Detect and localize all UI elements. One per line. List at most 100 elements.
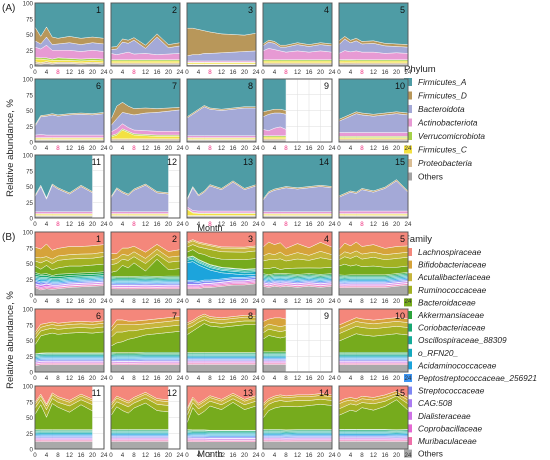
area-firmicutes-a: [262, 78, 287, 113]
x-tick-label: 24: [101, 298, 108, 305]
subplot-a-4: 40 4 8 12 16 20 24: [261, 2, 336, 76]
subplot-b-11: 11 0 25 50 75 100 0 4 8 12 16 20 24: [23, 384, 108, 460]
x-tick-label: 4: [273, 145, 277, 152]
y-tick-label: 50: [26, 184, 33, 191]
x-tick-label: 8: [208, 375, 212, 382]
x-tick-label: 8: [284, 375, 288, 382]
x-tick-label: 16: [230, 145, 237, 152]
subplot-a-8: 80 4 8 12 16 20 24: [185, 78, 260, 152]
x-tick-label: 12: [370, 298, 377, 305]
area-bacteroidaceae: [262, 267, 333, 276]
x-tick-label: 0: [33, 145, 37, 152]
area-actinobacteriota: [34, 211, 93, 214]
subplot-id-label: 2: [172, 234, 177, 244]
x-tick-label: 24: [177, 221, 184, 228]
x-tick-label: 0: [109, 69, 113, 76]
x-tick-label: 16: [154, 69, 161, 76]
legend-item-others: Others: [404, 172, 443, 182]
area-others: [262, 364, 287, 373]
subplot-id-label: 11: [92, 388, 101, 398]
subplot-b-2: 20 4 8 12 16 20 24: [109, 231, 184, 305]
subplot-b-10: 10 0 4 8 12 16 20 24: [337, 308, 412, 382]
legend-label: Firmicutes_A: [418, 77, 467, 87]
area-firmicutes-a: [110, 2, 181, 48]
x-tick-label: 16: [78, 145, 85, 152]
subplot-id-label: 8: [248, 81, 253, 91]
area-bacteroidaceae: [34, 331, 105, 354]
legend-label: Actinobacteriota: [417, 118, 478, 128]
subplot-border: [34, 2, 105, 67]
x-tick-label: 16: [306, 145, 313, 152]
x-tick-label: 24: [177, 298, 184, 305]
subplot-border: [338, 385, 409, 450]
area-actinobacteriota: [110, 211, 169, 214]
x-tick-label: 24: [329, 145, 336, 152]
x-tick-label: 8: [208, 69, 212, 76]
legend-label: Firmicutes_C: [418, 145, 468, 155]
subplot-id-label: 13: [243, 157, 253, 167]
subplot-a-3: 3 0 4 8 12 16 20 24: [185, 2, 260, 76]
x-tick-label: 8: [132, 298, 136, 305]
x-tick-label: 0: [261, 221, 265, 228]
subplot-b-6: 6 0 25 50 75 100 0 4 8 12 16 20 24: [23, 307, 108, 383]
subplot-b-4: 40 4 8 12 16 20 24: [261, 231, 336, 305]
x-tick-label: 8: [56, 452, 60, 459]
x-tick-label: 4: [121, 375, 125, 382]
subplot-border: [110, 78, 181, 143]
x-tick-label: 16: [78, 452, 85, 459]
x-tick-label: 20: [241, 452, 248, 459]
legend-label: Verrucomicrobiota: [418, 131, 485, 141]
x-tick-label: 8: [208, 145, 212, 152]
x-tick-label: 4: [349, 69, 353, 76]
x-tick-label: 16: [306, 375, 313, 382]
x-tick-label: 4: [45, 221, 49, 228]
area-firmicutes-c: [110, 60, 181, 64]
x-tick-label: 20: [393, 69, 400, 76]
x-tick-label: 4: [45, 375, 49, 382]
x-tick-label: 12: [142, 221, 149, 228]
subplot-id-label: 9: [324, 311, 329, 321]
x-tick-label: 24: [101, 69, 108, 76]
legend-label: Muribaculaceae: [418, 436, 477, 446]
x-tick-label: 8: [284, 452, 288, 459]
x-tick-label: 8: [360, 221, 364, 228]
x-tick-label: 20: [317, 452, 324, 459]
x-tick-label: 12: [66, 452, 73, 459]
x-tick-label: 0: [33, 298, 37, 305]
x-tick-label: 12: [142, 452, 149, 459]
x-tick-label: 16: [78, 298, 85, 305]
x-tick-label: 4: [121, 145, 125, 152]
subplot-id-label: 15: [395, 388, 405, 398]
x-tick-label: 4: [121, 298, 125, 305]
x-tick-label: 0: [109, 298, 113, 305]
subplot-b-3: 3 0 4 8 12 16 20 24: [185, 231, 260, 305]
subplot-border: [34, 308, 105, 373]
x-tick-label: 16: [306, 298, 313, 305]
x-tick-label: 0: [337, 298, 341, 305]
subplot-b-12: 12 0 4 8 12 16 20 24: [109, 385, 184, 459]
x-tick-label: 4: [197, 221, 201, 228]
panel-b-label: (B): [2, 232, 15, 243]
subplot-a-2: 20 4 8 12 16 20 24: [109, 2, 184, 76]
area-others: [110, 364, 181, 373]
legend-item-peptostreptococcaceae-256921: Peptostreptococcaceae_256921: [404, 373, 537, 383]
area-coriobacteriaceae: [262, 429, 333, 432]
panel-a-x-axis-label: Month: [197, 223, 222, 233]
area-firmicutes-c: [262, 136, 287, 140]
subplot-id-label: 10: [395, 81, 405, 91]
x-tick-label: 8: [284, 145, 288, 152]
x-tick-label: 16: [154, 221, 161, 228]
x-tick-label: 20: [317, 375, 324, 382]
x-tick-label: 12: [142, 298, 149, 305]
y-tick-label: 25: [26, 354, 33, 361]
x-tick-label: 0: [337, 375, 341, 382]
subplot-id-label: 12: [167, 157, 177, 167]
legend-item-acutalibacteriaceae: Acutalibacteriaceae: [404, 272, 491, 282]
x-tick-label: 12: [142, 69, 149, 76]
x-tick-label: 0: [33, 452, 37, 459]
subplot-id-label: 1: [96, 234, 101, 244]
x-tick-label: 0: [261, 298, 265, 305]
x-tick-label: 8: [56, 375, 60, 382]
x-tick-label: 24: [405, 452, 412, 459]
